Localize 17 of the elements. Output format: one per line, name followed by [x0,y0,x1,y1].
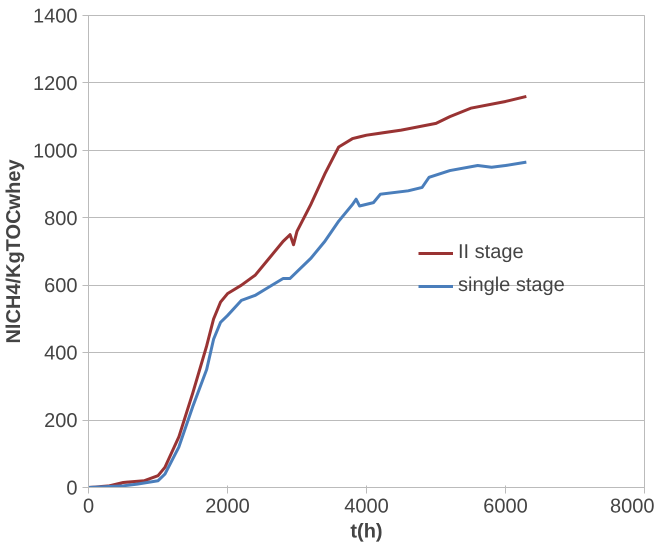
legend-label: single stage [458,274,565,297]
y-tick-label: 0 [66,478,78,500]
y-tick-label: 800 [44,208,78,230]
y-tick-label: 200 [44,410,78,432]
x-axis-title: t(h) [350,520,383,542]
x-tick-label: 0 [82,496,94,518]
y-tick-label: 1000 [33,140,78,162]
y-tick-label: 600 [44,275,78,298]
legend-label: II stage [458,241,524,264]
x-tick-label: 8000 [610,496,654,518]
y-tick-label: 1400 [33,6,78,28]
x-tick-label: 6000 [483,496,528,518]
x-tick-label: 4000 [344,496,389,518]
y-tick-label: 400 [44,342,78,365]
y-axis-title: NlCH4/KgTOCwhey [3,158,26,344]
y-tick-label: 1200 [33,72,78,95]
x-tick-label: 2000 [205,496,250,518]
